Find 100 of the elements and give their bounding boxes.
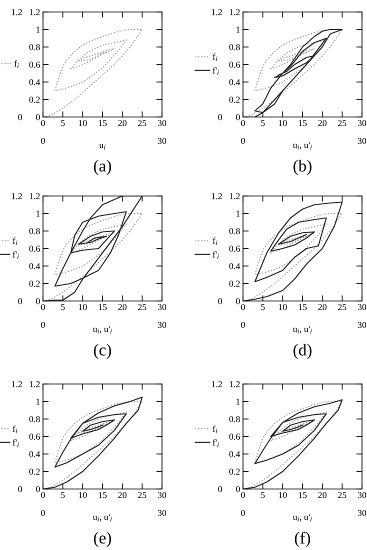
x2-tick-label: 0	[41, 138, 45, 144]
x-tick-label: 10	[78, 304, 87, 310]
y2-tick-label: 0	[18, 486, 22, 492]
x2-tick-label: 0	[241, 322, 245, 328]
x2-tick-label: 30	[358, 138, 366, 144]
y-tick-label: 1	[236, 210, 240, 217]
x-tick-label: 5	[261, 120, 265, 126]
y-tick-label: 0.8	[29, 416, 40, 422]
x-tick-label: 5	[61, 120, 65, 126]
legend-label: f$_{i}$	[12, 237, 18, 246]
x-tick-label: 25	[338, 304, 346, 310]
x-tick-label: 10	[278, 120, 287, 126]
x-tick-label: 20	[318, 304, 327, 310]
y-tick-label: 0.4	[29, 79, 40, 86]
y-tick-label: 0.4	[229, 263, 240, 270]
text: (d)	[294, 344, 312, 359]
x2-tick-label: 0	[241, 138, 245, 144]
x-axis-title: u$_{i}$, u'$_{i}$	[292, 326, 312, 334]
x-tick-label: 0	[41, 120, 45, 126]
y-tick-label: 1.2	[30, 9, 40, 16]
x-axis-title: u$_{i}$, u'$_{i}$	[92, 326, 112, 334]
text: (e)	[94, 532, 112, 547]
y-tick-label: 0.6	[29, 246, 40, 252]
x2-tick-label: 0	[41, 510, 45, 516]
text: (c)	[94, 344, 112, 359]
y2-tick-label: 1.2	[212, 9, 222, 16]
x2-tick-label: 30	[358, 322, 366, 328]
y2-tick-label: 0	[218, 486, 222, 492]
y2-tick-label: 1.2	[212, 193, 222, 200]
x-tick-label: 30	[358, 120, 366, 126]
legend-label: f'$_{i}$	[212, 251, 219, 259]
y-tick-label: 1.2	[230, 381, 240, 388]
y-tick-label: 0.6	[229, 434, 240, 440]
line-series	[43, 28, 143, 117]
legend-label: f'$_{i}$	[212, 439, 219, 447]
x-tick-label: 15	[298, 304, 307, 310]
x2-tick-label: 30	[158, 322, 166, 328]
y-tick-label: 0.2	[29, 468, 40, 475]
x-tick-label: 30	[158, 304, 166, 310]
x-axis-title: u$_{i}$, u'$_{i}$	[92, 514, 112, 522]
x-axis-title: u$_{i}$, u'$_{i}$	[292, 142, 312, 150]
x-tick-label: 0	[41, 304, 45, 310]
y-tick-label: 0.8	[229, 416, 240, 422]
legend-label: f$_{i}$	[212, 237, 218, 246]
x2-tick-label: 30	[158, 510, 166, 516]
x-tick-label: 20	[118, 492, 127, 498]
y-tick-label: 0.8	[229, 228, 240, 234]
y-tick-label: 0	[236, 486, 240, 492]
x-tick-label: 10	[278, 304, 287, 310]
x-tick-label: 25	[338, 492, 346, 498]
y-tick-label: 0.2	[229, 468, 240, 475]
x-tick-label: 20	[118, 120, 127, 126]
y-tick-label: 0.6	[229, 246, 240, 252]
x-tick-label: 25	[138, 492, 146, 498]
y-tick-label: 1	[36, 210, 40, 217]
x-tick-label: 10	[278, 492, 287, 498]
x-tick-label: 0	[41, 492, 45, 498]
x-tick-label: 0	[241, 120, 245, 126]
x-axis-title: u$_{i}$, u'$_{i}$	[292, 514, 312, 522]
text: (a)	[94, 160, 112, 175]
x-tick-label: 25	[138, 120, 146, 126]
y2-tick-label: 1.2	[12, 381, 22, 388]
y-tick-label: 0	[236, 298, 240, 304]
y2-tick-label: 0	[18, 114, 22, 120]
x-tick-label: 20	[118, 304, 127, 310]
y-tick-label: 0.8	[29, 228, 40, 234]
y-tick-label: 0.4	[229, 451, 240, 458]
x-tick-label: 5	[261, 492, 265, 498]
legend-label: f$_{i}$	[12, 425, 18, 434]
x-tick-label: 5	[261, 304, 265, 310]
legend-label: f$_{i}$	[212, 53, 218, 62]
y-tick-label: 0.4	[229, 79, 240, 86]
x2-tick-label: 30	[158, 138, 166, 144]
x-tick-label: 30	[358, 304, 366, 310]
y2-tick-label: 0	[218, 114, 222, 120]
x-tick-label: 5	[61, 304, 65, 310]
x-tick-label: 15	[98, 492, 107, 498]
x-tick-label: 10	[78, 120, 87, 126]
y-tick-label: 0.2	[229, 280, 240, 287]
x-tick-label: 20	[318, 120, 327, 126]
y-tick-label: 0	[36, 486, 40, 492]
x-tick-label: 25	[338, 120, 346, 126]
x-tick-label: 30	[358, 492, 366, 498]
y-tick-label: 0.2	[29, 96, 40, 103]
y2-tick-label: 1.2	[12, 9, 22, 16]
y2-tick-label: 0	[18, 298, 22, 304]
y-tick-label: 1.2	[30, 193, 40, 200]
y2-tick-label: 1.2	[12, 193, 22, 200]
x-tick-label: 0	[241, 492, 245, 498]
y-tick-label: 1	[236, 26, 240, 33]
x-tick-label: 0	[241, 304, 245, 310]
x2-tick-label: 30	[358, 510, 366, 516]
x-tick-label: 30	[158, 492, 166, 498]
y-tick-label: 0	[236, 114, 240, 120]
y-tick-label: 0.8	[29, 44, 40, 50]
legend-label: f'$_{i}$	[12, 251, 19, 259]
text: (f)	[294, 532, 310, 548]
x-axis-title: u$_{i}$	[99, 144, 106, 150]
x-tick-label: 15	[98, 120, 107, 126]
text: (b)	[294, 160, 312, 175]
